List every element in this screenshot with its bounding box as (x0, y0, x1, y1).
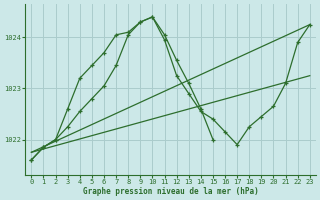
X-axis label: Graphe pression niveau de la mer (hPa): Graphe pression niveau de la mer (hPa) (83, 187, 259, 196)
